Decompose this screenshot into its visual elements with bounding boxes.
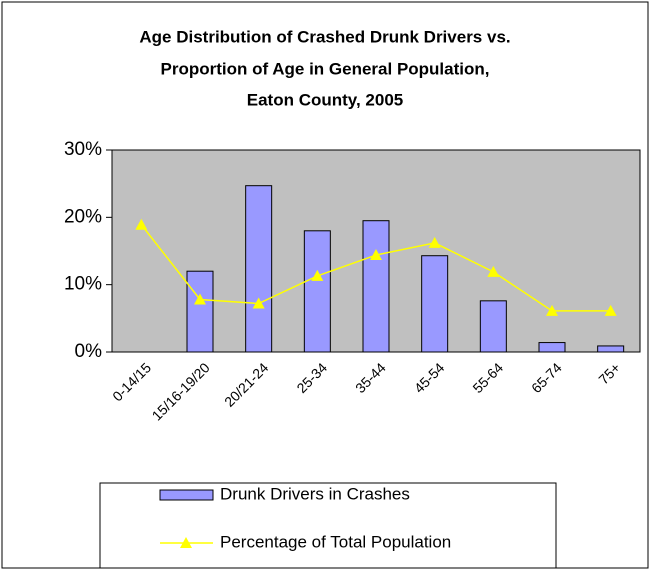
legend-label: Percentage of Total Population	[220, 532, 451, 551]
line-marker	[546, 304, 558, 316]
line-marker	[194, 293, 206, 305]
line-marker	[252, 297, 265, 309]
y-tick-label: 30%	[64, 139, 102, 160]
line-marker	[370, 249, 382, 261]
legend-label: Drunk Drivers in Crashes	[220, 484, 410, 503]
legend-marker	[180, 537, 192, 548]
bar	[479, 300, 507, 353]
line-marker	[311, 269, 324, 281]
chart-title: Age Distribution of Crashed Drunk Driver…	[139, 27, 510, 46]
chart-title: Eaton County, 2005	[247, 90, 404, 109]
bar	[597, 345, 625, 353]
bar	[303, 230, 331, 353]
y-tick-label: 20%	[64, 206, 102, 227]
bar	[186, 270, 214, 353]
y-tick-label: 10%	[64, 274, 102, 295]
line-marker	[428, 236, 441, 248]
legend-swatch	[159, 489, 214, 501]
y-tick-label: 0%	[75, 341, 103, 362]
line-marker	[135, 218, 148, 230]
line-marker	[604, 304, 617, 316]
bar	[362, 220, 390, 353]
bar	[245, 185, 273, 353]
bar	[538, 342, 566, 353]
bar	[421, 255, 449, 353]
chart-title: Proportion of Age in General Population,	[161, 59, 490, 78]
line-marker	[487, 265, 500, 277]
